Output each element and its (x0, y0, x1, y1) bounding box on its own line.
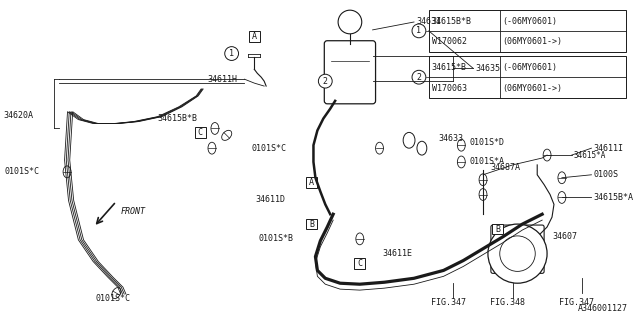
Circle shape (412, 24, 426, 38)
Text: (06MY0601->): (06MY0601->) (502, 37, 563, 46)
Text: 34635: 34635 (475, 64, 500, 73)
FancyBboxPatch shape (324, 41, 376, 104)
Ellipse shape (558, 192, 566, 204)
Text: (-06MY0601): (-06MY0601) (502, 17, 557, 26)
Text: (-06MY0601): (-06MY0601) (502, 63, 557, 72)
Text: 0101S*C: 0101S*C (5, 167, 40, 176)
Bar (355, 258, 365, 269)
Ellipse shape (479, 188, 487, 200)
Bar (429, 57, 626, 98)
Circle shape (338, 10, 362, 34)
Text: 34611E: 34611E (383, 249, 412, 258)
Text: 34615*A: 34615*A (573, 151, 606, 160)
Text: 0101S*D: 0101S*D (469, 138, 504, 147)
Text: 34607: 34607 (552, 232, 577, 241)
Text: W170063: W170063 (432, 84, 467, 92)
Ellipse shape (112, 288, 121, 299)
Text: 1: 1 (229, 49, 234, 58)
Text: 34687A: 34687A (491, 164, 521, 172)
Text: 34611I: 34611I (593, 144, 623, 153)
Text: 34633: 34633 (438, 134, 463, 143)
Text: 0101S*C: 0101S*C (95, 293, 131, 302)
Bar (195, 127, 205, 138)
Ellipse shape (221, 130, 232, 140)
Ellipse shape (458, 139, 465, 151)
Bar (306, 177, 317, 188)
Ellipse shape (63, 166, 71, 178)
Text: 1: 1 (417, 26, 421, 36)
Text: A: A (252, 32, 257, 41)
Text: 0101S*C: 0101S*C (252, 144, 286, 153)
Ellipse shape (417, 141, 427, 155)
Text: A346001127: A346001127 (578, 304, 628, 313)
Text: 34615*B: 34615*B (432, 63, 467, 72)
Bar (429, 10, 626, 52)
Circle shape (318, 74, 332, 88)
Text: FRONT: FRONT (120, 207, 145, 216)
Bar (306, 219, 317, 229)
Text: 34620A: 34620A (3, 111, 33, 120)
Text: 2: 2 (323, 77, 328, 86)
Text: B: B (495, 225, 500, 234)
Text: 2: 2 (417, 73, 421, 82)
Text: FIG.347: FIG.347 (559, 299, 594, 308)
Text: 34611D: 34611D (256, 195, 286, 204)
Ellipse shape (376, 142, 383, 154)
Circle shape (412, 70, 426, 84)
Bar (492, 224, 503, 235)
Ellipse shape (458, 156, 465, 168)
Text: 34615B*B: 34615B*B (432, 17, 472, 26)
Text: C: C (198, 128, 203, 137)
Ellipse shape (403, 132, 415, 148)
Bar (249, 31, 260, 42)
Text: 34615B*B: 34615B*B (157, 114, 198, 123)
Text: 0101S*B: 0101S*B (259, 234, 294, 243)
Text: FIG.347: FIG.347 (431, 299, 466, 308)
Ellipse shape (558, 172, 566, 184)
Text: 0101S*A: 0101S*A (469, 157, 504, 166)
Text: W170062: W170062 (432, 37, 467, 46)
Text: (06MY0601->): (06MY0601->) (502, 84, 563, 92)
Ellipse shape (479, 174, 487, 186)
Ellipse shape (211, 123, 219, 134)
Text: C: C (357, 259, 362, 268)
Circle shape (488, 224, 547, 283)
Text: 34615B*A: 34615B*A (593, 193, 634, 202)
Circle shape (500, 236, 535, 271)
Ellipse shape (543, 149, 551, 161)
Text: FIG.348: FIG.348 (490, 299, 525, 308)
Text: 3463I: 3463I (416, 18, 441, 27)
FancyBboxPatch shape (491, 225, 544, 273)
Text: A: A (309, 178, 314, 187)
Text: 0100S: 0100S (593, 170, 618, 179)
Ellipse shape (208, 142, 216, 154)
Text: 34611H: 34611H (207, 75, 237, 84)
Ellipse shape (356, 233, 364, 245)
Text: B: B (309, 220, 314, 228)
Circle shape (225, 47, 239, 60)
